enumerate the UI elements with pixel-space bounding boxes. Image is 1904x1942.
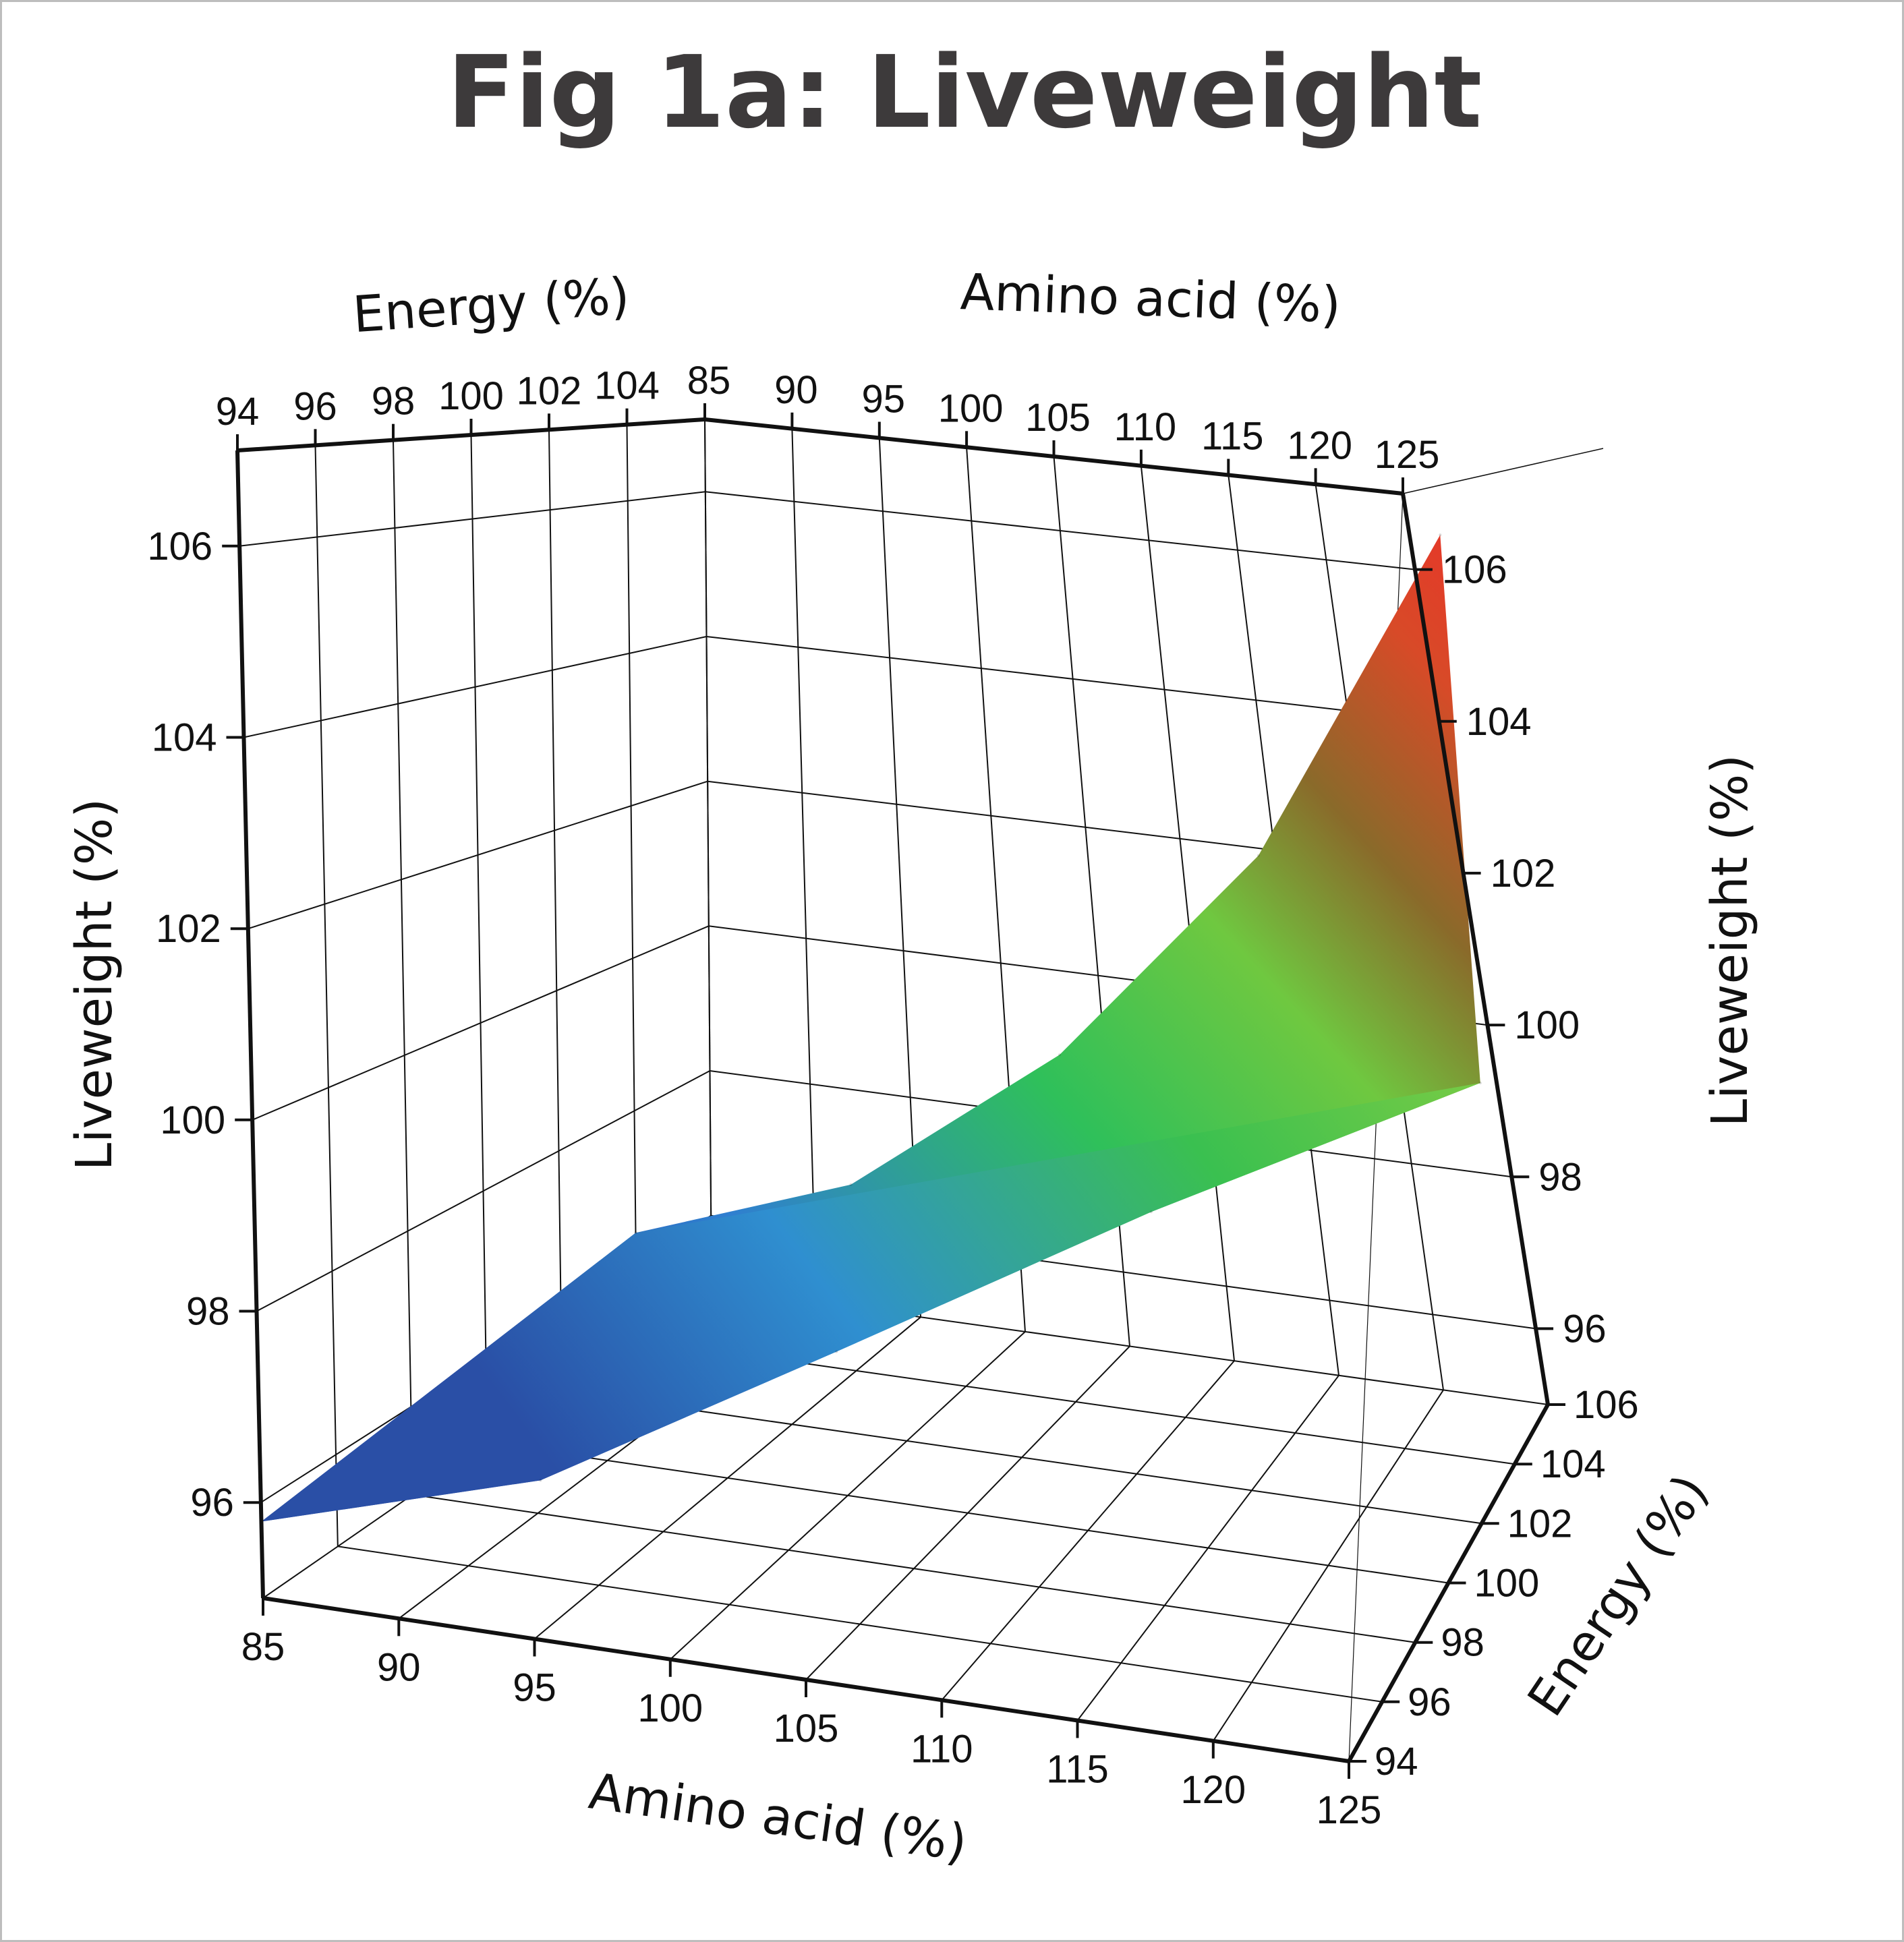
surface-point <box>1149 1210 1153 1214</box>
surface-point <box>849 1183 853 1186</box>
left-wall-gridline-liveweight <box>239 491 705 547</box>
surface-point <box>539 1479 542 1482</box>
liveweight-tick-label-left: 102 <box>156 907 221 951</box>
floor-gridline-energy <box>487 1442 1449 1584</box>
left-wall-gridline-energy <box>314 445 339 1547</box>
liveweight-tick-label-right: 100 <box>1514 1003 1580 1047</box>
amino-tick-label-bottom: 115 <box>1046 1748 1108 1792</box>
amino-tick-label-bottom: 100 <box>637 1686 703 1730</box>
left-wall-gridline-energy <box>704 419 712 1289</box>
energy-tick-label-top: 98 <box>372 380 415 423</box>
left-wall-gridline-liveweight <box>252 925 710 1121</box>
energy-tick-label-right: 106 <box>1574 1383 1639 1427</box>
energy-tick-label-right: 94 <box>1375 1740 1418 1784</box>
liveweight-tick-label-right: 98 <box>1538 1155 1582 1199</box>
bottom-amino-axis-label: Amino acid (%) <box>585 1762 971 1873</box>
amino-tick-label-top: 90 <box>774 368 818 412</box>
liveweight-tick-label-right: 106 <box>1442 548 1507 592</box>
liveweight-tick-label-left: 98 <box>186 1290 230 1334</box>
amino-tick-label-bottom: 105 <box>774 1707 839 1750</box>
amino-tick-label-top: 105 <box>1025 396 1091 440</box>
surface-patch <box>261 535 1480 1522</box>
surface-layer <box>260 533 1482 1523</box>
left-wall-gridline-energy <box>626 424 638 1340</box>
energy-tick-label-right: 104 <box>1540 1442 1606 1486</box>
energy-tick-label-right: 98 <box>1441 1621 1484 1665</box>
top-energy-axis-label: Energy (%) <box>351 267 631 344</box>
axis-frame <box>222 403 1565 1779</box>
energy-tick-label-top: 102 <box>517 369 582 413</box>
amino-tick-label-top: 100 <box>938 386 1004 430</box>
left-wall-gridline-liveweight <box>248 780 708 930</box>
energy-tick-label-top: 96 <box>293 384 337 428</box>
back-wall-gridline-amino <box>1140 465 1235 1361</box>
surface-underside <box>261 1083 1480 1522</box>
liveweight-axis-right <box>1401 493 1550 1405</box>
amino-tick-label-top: 85 <box>687 359 731 403</box>
liveweight-axis-left <box>235 450 265 1599</box>
back-wall-gridline-liveweight <box>705 491 1416 570</box>
surface-point <box>1478 1082 1482 1084</box>
energy-tick-label-top: 104 <box>594 364 660 408</box>
floor-gridline-energy <box>562 1390 1482 1525</box>
floor-gridline-energy <box>337 1546 1383 1703</box>
left-wall-gridline-energy <box>548 430 563 1392</box>
energy-tick-label-right: 100 <box>1474 1562 1540 1606</box>
amino-tick-label-bottom: 120 <box>1180 1768 1246 1812</box>
amino-tick-label-bottom: 90 <box>377 1645 421 1689</box>
amino-tick-label-bottom: 95 <box>513 1666 556 1710</box>
surface-point <box>835 1350 838 1353</box>
back-wall-gridline-liveweight <box>706 636 1439 722</box>
chart-title: Fig 1a: Liveweight <box>447 34 1482 150</box>
amino-tick-label-top: 120 <box>1287 423 1352 467</box>
amino-tick-label-bottom: 85 <box>241 1625 285 1669</box>
floor-gridline-energy <box>412 1494 1416 1643</box>
liveweight-tick-label-right: 104 <box>1466 700 1532 744</box>
amino-tick-label-top: 110 <box>1114 405 1176 449</box>
amino-tick-label-top: 95 <box>861 378 905 421</box>
tick-labels: 85 90 95 100 105 110 115 120 125 85 90 95 100 105 110 1… <box>147 359 1638 1832</box>
liveweight-tick-label-left: 100 <box>160 1098 225 1142</box>
top-amino-axis-label: Amino acid (%) <box>959 263 1342 334</box>
liveweight-tick-label-right: 96 <box>1563 1307 1607 1351</box>
amino-tick-label-bottom: 125 <box>1317 1788 1382 1832</box>
surface-point <box>1257 854 1260 857</box>
left-wall-gridline-energy <box>470 434 488 1444</box>
energy-tick-label-top: 94 <box>216 390 260 434</box>
right-liveweight-axis-label: Liveweight (%) <box>1701 755 1759 1127</box>
energy-tick-label-right: 96 <box>1408 1680 1451 1724</box>
left-liveweight-axis-label: Liveweight (%) <box>65 798 123 1171</box>
energy-tick-label-right: 102 <box>1507 1502 1573 1546</box>
surface-point <box>634 1231 637 1235</box>
energy-tick-label-top: 100 <box>438 374 504 418</box>
surface-point <box>1058 1053 1061 1057</box>
left-wall-gridline-liveweight <box>243 636 707 738</box>
liveweight-tick-label-right: 102 <box>1491 852 1556 895</box>
far-top-edge <box>1402 448 1604 494</box>
liveweight-tick-label-left: 96 <box>190 1481 234 1525</box>
amino-tick-label-top: 115 <box>1201 415 1263 459</box>
left-wall-gridline-liveweight <box>256 1070 710 1312</box>
amino-tick-label-bottom: 110 <box>911 1727 973 1771</box>
liveweight-tick-label-left: 106 <box>147 525 212 568</box>
liveweight-tick-label-left: 104 <box>152 716 217 760</box>
surface-point <box>1439 533 1442 537</box>
left-wall-gridline-energy <box>393 440 413 1495</box>
back-wall-gridline-amino <box>791 428 817 1303</box>
amino-tick-label-top: 125 <box>1375 433 1440 477</box>
